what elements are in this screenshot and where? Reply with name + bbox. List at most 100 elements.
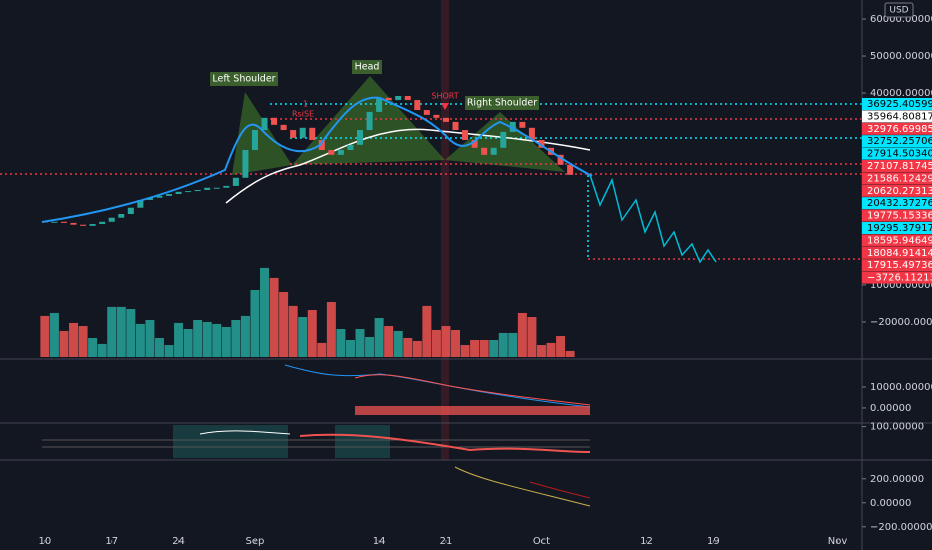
annotation: Right Shoulder	[467, 98, 537, 109]
price-label-box	[862, 184, 932, 197]
volume-bar	[279, 291, 289, 357]
volume-bar	[40, 315, 50, 357]
candle	[395, 96, 402, 101]
levels	[0, 103, 862, 260]
volume-bar	[298, 317, 308, 357]
volume-bar	[393, 330, 403, 357]
x-tick-label: 10	[38, 536, 51, 547]
candle	[433, 114, 440, 118]
volume-bar	[288, 305, 298, 357]
volume-bar	[508, 332, 518, 357]
volume-bar	[260, 267, 270, 357]
moving-average	[225, 128, 591, 204]
candle	[280, 124, 287, 131]
candle	[118, 214, 125, 218]
volume-bar	[470, 339, 480, 357]
price-label-box	[862, 147, 932, 160]
price-label: 20620.27313	[867, 186, 932, 197]
candle	[500, 131, 507, 148]
x-tick-label: 12	[640, 536, 653, 547]
volume-bar	[145, 319, 155, 357]
candle	[567, 164, 574, 175]
candle	[175, 191, 182, 195]
volume-bar	[479, 339, 489, 357]
annotation-box	[210, 72, 278, 86]
price-label-box	[862, 172, 932, 185]
volume-bar	[221, 327, 231, 357]
osc-line	[529, 481, 591, 499]
x-tick-label: 24	[172, 536, 185, 547]
y-tick-label: 50000.00000	[870, 51, 932, 62]
y-tick-label: 0.00000	[870, 403, 911, 414]
annotation-box	[352, 60, 382, 74]
price-label-box	[862, 259, 932, 272]
price-label: 18595.94649	[867, 235, 932, 246]
price-label: 32752.25706	[867, 136, 932, 147]
volume-bar	[202, 321, 212, 357]
candle	[366, 111, 373, 131]
volume-bar	[212, 323, 222, 357]
candle	[80, 224, 87, 226]
macd	[284, 364, 591, 415]
candle	[242, 150, 249, 178]
volume-bar	[69, 322, 79, 357]
volume-bar	[365, 337, 375, 357]
candle	[490, 147, 497, 155]
candle	[51, 221, 58, 223]
volume-bar	[250, 290, 260, 357]
candle	[137, 199, 144, 208]
volume-bar	[183, 328, 193, 357]
candle	[318, 140, 325, 151]
currency: USD	[889, 6, 908, 16]
volume-bar	[126, 309, 136, 357]
candle	[471, 140, 478, 148]
candle	[328, 150, 335, 155]
y-tick-label: 10000.00000	[870, 280, 932, 291]
volume-bar	[565, 350, 575, 357]
volume-bar	[97, 343, 107, 357]
volume-bar	[269, 277, 279, 357]
candle	[557, 154, 564, 165]
price-label-box	[862, 209, 932, 222]
x-tick-label: Sep	[246, 536, 265, 547]
price-label: 20432.37276	[867, 198, 932, 209]
price-label: 35964.80817	[867, 111, 932, 122]
annotation-box	[465, 96, 539, 110]
axis: 60000.00000 50000.00000 40000.00000 10000.0…	[38, 14, 932, 547]
candle	[452, 121, 459, 131]
candle	[299, 127, 306, 138]
rsi-line	[199, 430, 291, 435]
x-tick-label: 21	[440, 536, 453, 547]
y-tick-label: 10000.00000	[870, 382, 932, 393]
volume-bar	[489, 339, 499, 357]
volume-bar	[536, 345, 546, 357]
y-tick-label: 60000.00000	[870, 14, 932, 25]
rsi-zone	[173, 425, 288, 458]
volume-bar	[384, 326, 394, 357]
price-label-box	[862, 110, 932, 123]
price-label-box	[862, 234, 932, 247]
volume-bar	[422, 305, 432, 357]
candle	[213, 187, 220, 189]
short-arrow	[441, 103, 449, 110]
ema-line	[41, 96, 593, 223]
volume-bar	[546, 342, 556, 357]
volume-bar	[403, 338, 413, 357]
candle	[309, 127, 316, 141]
volume-bar	[88, 338, 98, 357]
candle	[538, 140, 545, 148]
price-label-box	[862, 135, 932, 148]
marks	[40, 96, 575, 357]
oscillator	[454, 466, 591, 507]
candle	[60, 221, 67, 223]
x-tick-label: 19	[707, 536, 720, 547]
volume-bar	[231, 319, 241, 357]
price-label-box	[862, 98, 932, 110]
y-tick-label: 100.00000	[870, 422, 924, 433]
volume-bar	[451, 329, 461, 357]
price-label-box	[862, 246, 932, 259]
volume-bar	[78, 326, 88, 357]
candle	[223, 185, 230, 188]
